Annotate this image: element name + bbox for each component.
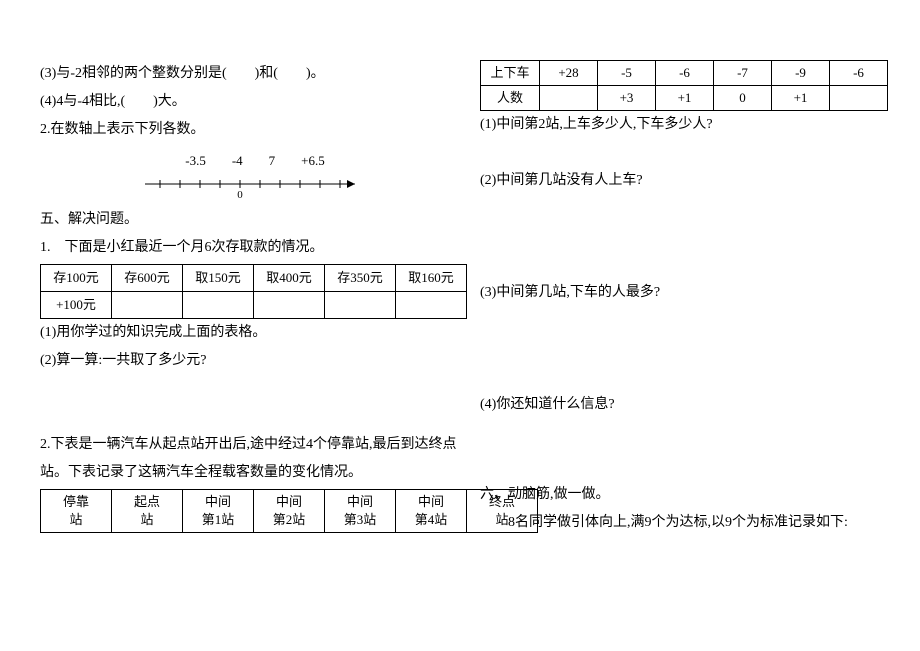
cell bbox=[396, 292, 467, 319]
cell: 起点站 bbox=[112, 490, 183, 533]
numberline-block: -3.5 -4 7 +6.5 0 bbox=[40, 148, 470, 202]
cell: 中间第2站 bbox=[254, 490, 325, 533]
cell: 取400元 bbox=[254, 265, 325, 292]
p2-intro-b: 站。下表记录了这辆汽车全程载客数量的变化情况。 bbox=[40, 459, 470, 487]
table-row: 停靠站 起点站 中间第1站 中间第2站 中间第3站 中间第4站 终点站 bbox=[41, 490, 538, 533]
cell: 停靠站 bbox=[41, 490, 112, 533]
cell: 存100元 bbox=[41, 265, 112, 292]
table-row: 人数 +3 +1 0 +1 bbox=[481, 86, 888, 111]
cell: 上下车 bbox=[481, 61, 540, 86]
cell: +28 bbox=[540, 61, 598, 86]
section6-heading: 六、动脑筋,做一做。 bbox=[480, 481, 910, 509]
cell: 中间第4站 bbox=[396, 490, 467, 533]
cell: +1 bbox=[656, 86, 714, 111]
table-hong: 存100元 存600元 取150元 取400元 存350元 取160元 +100… bbox=[40, 264, 467, 319]
cell: -9 bbox=[772, 61, 830, 86]
cell bbox=[325, 292, 396, 319]
cell bbox=[183, 292, 254, 319]
p6-text: 8名同学做引体向上,满9个为达标,以9个为标准记录如下: bbox=[480, 509, 910, 537]
table-row: 上下车 +28 -5 -6 -7 -9 -6 bbox=[481, 61, 888, 86]
cell bbox=[540, 86, 598, 111]
cell: 0 bbox=[714, 86, 772, 111]
table-row: 存100元 存600元 取150元 取400元 存350元 取160元 bbox=[41, 265, 467, 292]
cell: -7 bbox=[714, 61, 772, 86]
cell: 中间第3站 bbox=[325, 490, 396, 533]
cell bbox=[254, 292, 325, 319]
cell bbox=[830, 86, 888, 111]
cell: 取150元 bbox=[183, 265, 254, 292]
cell: 中间第1站 bbox=[183, 490, 254, 533]
q2num-text: 2.在数轴上表示下列各数。 bbox=[40, 116, 470, 144]
numberline-numbers: -3.5 -4 7 +6.5 bbox=[40, 148, 470, 174]
cell: -6 bbox=[830, 61, 888, 86]
cell bbox=[112, 292, 183, 319]
q4-text: (4)4与-4相比,( )大。 bbox=[40, 88, 470, 116]
numberline-origin-label: 0 bbox=[237, 189, 243, 201]
table-row: +100元 bbox=[41, 292, 467, 319]
r-q4: (4)你还知道什么信息? bbox=[480, 391, 910, 419]
numberline-svg: 0 bbox=[140, 174, 370, 202]
r-q1: (1)中间第2站,上车多少人,下车多少人? bbox=[480, 111, 910, 139]
p1-2: (2)算一算:一共取了多少元? bbox=[40, 347, 470, 375]
table-bus-numbers: 上下车 +28 -5 -6 -7 -9 -6 人数 +3 +1 0 +1 bbox=[480, 60, 888, 111]
p2-intro-a: 2.下表是一辆汽车从起点站开出后,途中经过4个停靠站,最后到达终点 bbox=[40, 431, 470, 459]
q3-text: (3)与-2相邻的两个整数分别是( )和( )。 bbox=[40, 60, 470, 88]
cell: 人数 bbox=[481, 86, 540, 111]
cell: -6 bbox=[656, 61, 714, 86]
cell: +100元 bbox=[41, 292, 112, 319]
p1-1: (1)用你学过的知识完成上面的表格。 bbox=[40, 319, 470, 347]
section5-heading: 五、解决问题。 bbox=[40, 206, 470, 234]
r-q3: (3)中间第几站,下车的人最多? bbox=[480, 279, 910, 307]
p1-intro: 1. 下面是小红最近一个月6次存取款的情况。 bbox=[40, 234, 470, 262]
r-q2: (2)中间第几站没有人上车? bbox=[480, 167, 910, 195]
cell: 取160元 bbox=[396, 265, 467, 292]
cell: 存600元 bbox=[112, 265, 183, 292]
cell: -5 bbox=[598, 61, 656, 86]
cell: +3 bbox=[598, 86, 656, 111]
cell: 存350元 bbox=[325, 265, 396, 292]
table-bus-stops: 停靠站 起点站 中间第1站 中间第2站 中间第3站 中间第4站 终点站 bbox=[40, 489, 538, 533]
cell: +1 bbox=[772, 86, 830, 111]
